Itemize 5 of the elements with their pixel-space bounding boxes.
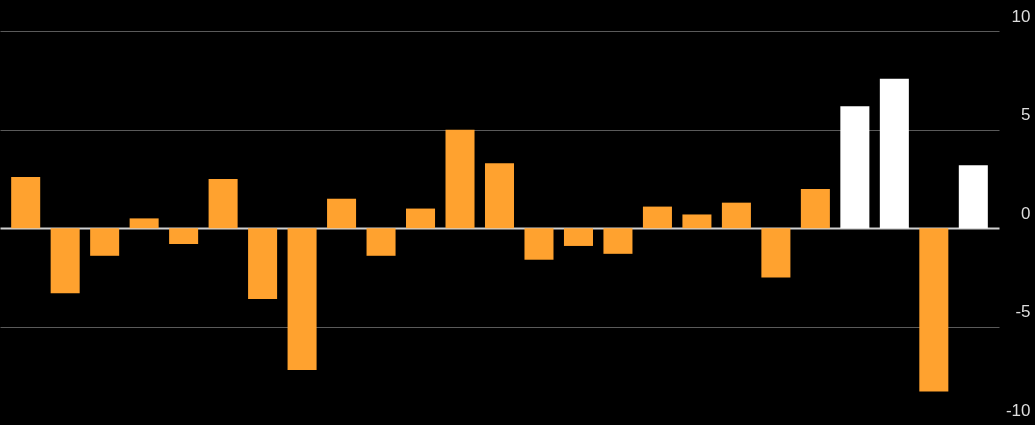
y-tick-label: 5 — [1021, 105, 1031, 125]
y-tick-label: 0 — [1021, 203, 1031, 223]
y-tick-label: 10 — [1011, 6, 1031, 26]
y-tick-label: -5 — [1015, 302, 1031, 322]
y-tick-label: -10 — [1005, 400, 1031, 420]
